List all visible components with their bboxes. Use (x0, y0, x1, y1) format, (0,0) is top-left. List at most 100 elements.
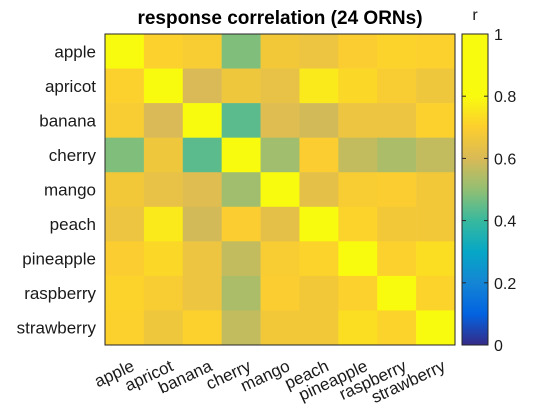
heatmap-cell-mango-banana (182, 172, 222, 208)
heatmap-cell-raspberry-strawberry (416, 275, 456, 311)
heatmap-cell-apricot-cherry (221, 68, 261, 104)
heatmap-cell-apple-apricot (143, 34, 184, 69)
heatmap-cell-apple-pineapple (338, 34, 378, 69)
heatmap-cell-apricot-raspberry (377, 68, 417, 104)
colorbar-tick-label: 0.8 (494, 89, 516, 106)
heatmap-cell-apple-strawberry (416, 34, 456, 69)
colorbar-tick-label: 0.6 (494, 151, 516, 168)
y-tick-labels: apple apricot banana cherry mango peach pineap… (17, 42, 97, 337)
colorbar-tick-label: 0.4 (494, 214, 516, 231)
heatmap-cell-banana-pineapple (338, 103, 378, 138)
heatmap-cell-cherry-mango (260, 137, 300, 173)
heatmap-cell-banana-strawberry (416, 103, 456, 138)
heatmap-cell-raspberry-banana (182, 275, 222, 311)
heatmap-cell-strawberry-apricot (143, 310, 184, 346)
heatmap-cell-banana-peach (299, 103, 339, 138)
heatmap-cell-mango-strawberry (416, 172, 456, 208)
heatmap-cell-apple-banana (182, 34, 222, 69)
colorbar-tick-label: 0 (494, 338, 503, 355)
heatmap-cell-cherry-pineapple (338, 137, 378, 173)
heatmap-cell-raspberry-cherry (221, 275, 261, 311)
heatmap-cell-apricot-banana (182, 68, 222, 104)
heatmap-cell-cherry-raspberry (377, 137, 417, 173)
heatmap-cell-peach-cherry (221, 206, 261, 242)
heatmap-cell-cherry-banana (182, 137, 222, 173)
heatmap-cell-banana-cherry (221, 103, 261, 138)
heatmap-cell-apple-cherry (221, 34, 261, 69)
heatmap-cell-strawberry-apple (105, 310, 145, 346)
heatmap-cell-strawberry-pineapple (338, 310, 378, 346)
heatmap-cell-raspberry-peach (299, 275, 339, 311)
plot-frame (104, 33, 456, 346)
chart-title: response correlation (24 ORNs) (137, 8, 422, 29)
heatmap-cell-apricot-apple (105, 68, 145, 104)
heatmap-cell-pineapple-pineapple (338, 241, 378, 277)
heatmap-cell-raspberry-apple (105, 275, 145, 311)
heatmap-cell-pineapple-banana (182, 241, 222, 277)
colorbar (461, 33, 489, 346)
y-tick-label-mango: mango (44, 181, 96, 200)
y-tick-label-strawberry: strawberry (17, 319, 97, 338)
heatmap-cell-raspberry-mango (260, 275, 300, 311)
heatmap-cell-peach-mango (260, 206, 300, 242)
heatmap-cell-raspberry-raspberry (377, 275, 417, 311)
heatmap-cell-cherry-cherry (221, 137, 261, 173)
heatmap-cell-mango-apricot (143, 172, 184, 208)
heatmap-cell-apricot-pineapple (338, 68, 378, 104)
heatmap-cell-pineapple-cherry (221, 241, 261, 277)
heatmap-cell-peach-banana (182, 206, 222, 242)
heatmap-cell-pineapple-mango (260, 241, 300, 277)
heatmap-cell-banana-banana (182, 103, 222, 138)
y-tick-label-apricot: apricot (45, 77, 96, 96)
y-tick-label-apple: apple (54, 42, 96, 61)
heatmap-cell-peach-apple (105, 206, 145, 242)
heatmap-cell-banana-raspberry (377, 103, 417, 138)
heatmap-cell-raspberry-pineapple (338, 275, 378, 311)
heatmap-cell-mango-mango (260, 172, 300, 208)
heatmap-cell-pineapple-peach (299, 241, 339, 277)
y-tick-label-pineapple: pineapple (22, 250, 96, 269)
heatmap-cell-pineapple-apricot (143, 241, 184, 277)
heatmap-cell-apple-apple (105, 34, 145, 69)
heatmap-cell-strawberry-cherry (221, 310, 261, 346)
y-tick-label-raspberry: raspberry (24, 284, 96, 303)
heatmap-cell-apple-peach (299, 34, 339, 69)
heatmap-cell-pineapple-raspberry (377, 241, 417, 277)
heatmap-cell-strawberry-peach (299, 310, 339, 346)
heatmap-cell-mango-peach (299, 172, 339, 208)
heatmap-cell-strawberry-mango (260, 310, 300, 346)
heatmap-cell-apple-mango (260, 34, 300, 69)
heatmap-cell-peach-peach (299, 206, 339, 242)
heatmap-cell-mango-pineapple (338, 172, 378, 208)
heatmap-cell-banana-apricot (143, 103, 184, 138)
y-tick-label-cherry: cherry (49, 146, 97, 165)
heatmap-cell-peach-apricot (143, 206, 184, 242)
heatmap-cell-peach-strawberry (416, 206, 456, 242)
heatmap-cell-cherry-peach (299, 137, 339, 173)
heatmap-cell-raspberry-apricot (143, 275, 184, 311)
heatmap-cell-apricot-mango (260, 68, 300, 104)
heatmap-cell-banana-mango (260, 103, 300, 138)
heatmap-cell-cherry-apricot (143, 137, 184, 173)
heatmap-cell-strawberry-banana (182, 310, 222, 346)
heatmap-cell-banana-apple (105, 103, 145, 138)
heatmap-cell-apple-raspberry (377, 34, 417, 69)
colorbar-label: r (472, 7, 478, 24)
y-tick-label-peach: peach (50, 215, 96, 234)
heatmap-cell-apricot-strawberry (416, 68, 456, 104)
y-tick-label-banana: banana (39, 111, 96, 130)
colorbar-tick-label: 1 (494, 27, 503, 44)
heatmap-cell-apricot-peach (299, 68, 339, 104)
heatmap-cell-peach-pineapple (338, 206, 378, 242)
heatmap-cell-cherry-apple (105, 137, 145, 173)
x-tick-labels: appleapricotbananacherrymangopeachpineap… (91, 356, 448, 407)
heatmap-cell-pineapple-strawberry (416, 241, 456, 277)
heatmap-cell-mango-raspberry (377, 172, 417, 208)
heatmap-cell-apricot-apricot (143, 68, 184, 104)
heatmap-cells (105, 34, 456, 346)
colorbar-ticks: 0 0.2 0.4 0.6 0.8 1 (462, 27, 516, 355)
heatmap-cell-peach-raspberry (377, 206, 417, 242)
heatmap-cell-strawberry-strawberry (416, 310, 456, 346)
heatmap-cell-strawberry-raspberry (377, 310, 417, 346)
